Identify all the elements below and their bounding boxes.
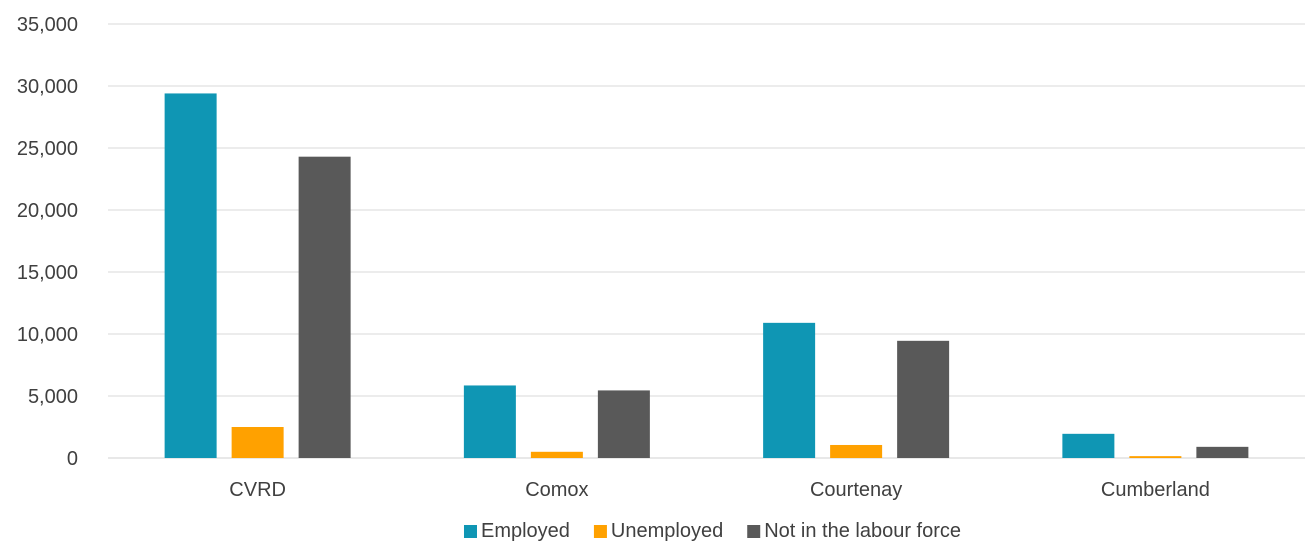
bar-comox-employed (463, 385, 516, 458)
legend-swatch (593, 525, 607, 538)
bar-courtenay-employed (763, 322, 816, 458)
legend-swatch (747, 525, 761, 538)
x-tick-label: Comox (525, 479, 588, 501)
legend-item-employed: Employed (463, 520, 570, 542)
y-tick-label: 5,000 (28, 386, 78, 408)
y-tick-label: 30,000 (17, 76, 78, 98)
bar-cvrd-employed (164, 93, 217, 458)
gridlines (108, 23, 1305, 459)
bar-cumberland-unemployed (1129, 456, 1182, 458)
legend-label: Unemployed (611, 520, 723, 542)
legend-label: Employed (481, 520, 570, 542)
y-tick-label: 20,000 (17, 200, 78, 222)
legend-item-not-in-the-labour-force: Not in the labour force (747, 520, 961, 542)
x-tick-label: Cumberland (1101, 479, 1210, 501)
x-tick-label: Courtenay (810, 479, 902, 501)
y-tick-label: 15,000 (17, 262, 78, 284)
legend-item-unemployed: Unemployed (593, 520, 723, 542)
bar-cumberland-employed (1062, 433, 1115, 458)
bar-comox-not-in-the-labour-force (597, 390, 650, 458)
y-axis-tick-labels: 0 5,000 10,000 15,000 20,000 25,000 30,000 35,0… (17, 14, 78, 470)
bar-courtenay-unemployed (830, 444, 883, 458)
bar-cvrd-not-in-the-labour-force (298, 156, 351, 458)
legend-swatch (463, 525, 477, 538)
y-tick-label: 25,000 (17, 138, 78, 160)
x-axis-tick-labels: CVRD Comox Courtenay Cumberland (229, 479, 1210, 501)
bar-comox-unemployed (530, 451, 583, 458)
bars (164, 93, 1249, 458)
bar-cumberland-not-in-the-labour-force (1196, 446, 1249, 458)
legend-label: Not in the labour force (764, 520, 961, 542)
y-tick-label: 10,000 (17, 324, 78, 346)
bar-courtenay-not-in-the-labour-force (897, 340, 950, 458)
legend: Employed Unemployed Not in the labour forc… (463, 520, 961, 542)
y-tick-label: 35,000 (17, 14, 78, 36)
y-tick-label: 0 (67, 448, 78, 470)
bar-cvrd-unemployed (231, 427, 284, 458)
x-tick-label: CVRD (229, 479, 286, 501)
